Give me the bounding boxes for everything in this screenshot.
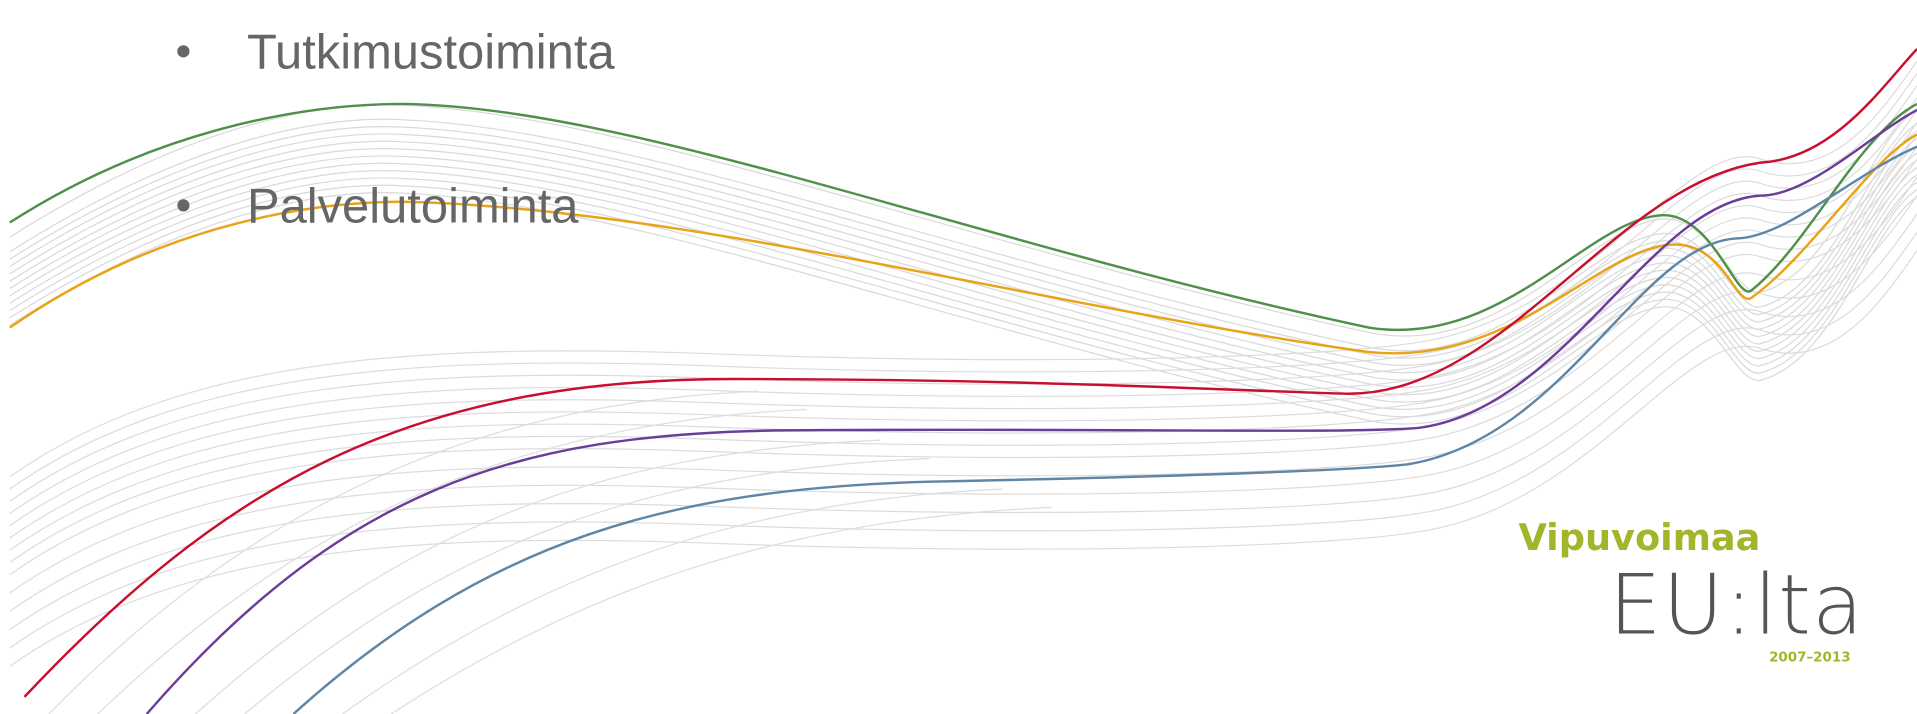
bullet-dot xyxy=(177,199,190,212)
wave-decoration xyxy=(9,48,1917,714)
logo-years: 2007–2013 xyxy=(1769,650,1851,665)
bullet-text: Tutkimustoiminta xyxy=(247,25,615,79)
logo-line2: EU:lta xyxy=(1609,556,1864,653)
bullet-text: Palvelutoiminta xyxy=(247,180,579,234)
bullet-dot xyxy=(177,45,190,58)
logo-line1: Vipuvoimaa xyxy=(1518,516,1760,559)
logo: Vipuvoimaa EU:lta 2007–2013 xyxy=(1518,516,1864,665)
